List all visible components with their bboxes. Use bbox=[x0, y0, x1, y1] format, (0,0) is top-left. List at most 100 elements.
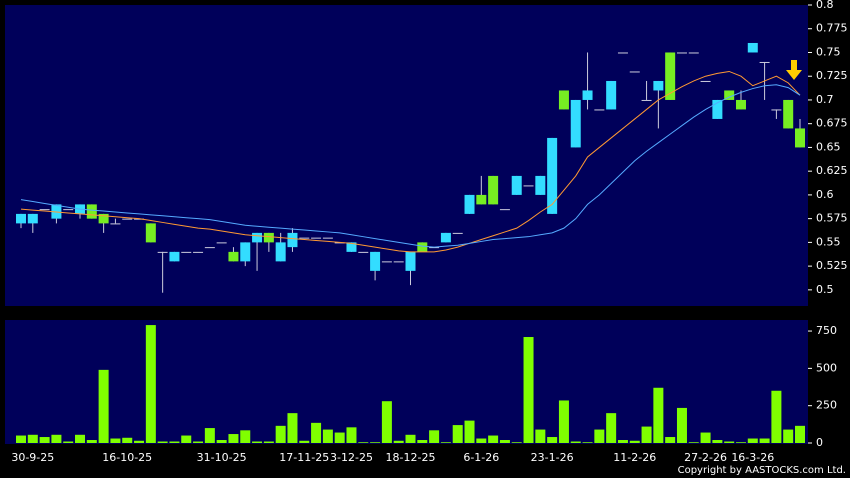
candle-body bbox=[724, 90, 735, 100]
candle-body bbox=[712, 99, 723, 119]
volume-bar bbox=[122, 437, 133, 443]
candle-body bbox=[122, 218, 133, 220]
volume-bar bbox=[523, 337, 534, 443]
candle-body bbox=[665, 52, 676, 100]
volume-bar bbox=[795, 425, 805, 443]
candle-body bbox=[169, 251, 180, 262]
volume-bar bbox=[275, 425, 286, 443]
candle-body bbox=[499, 209, 510, 211]
candle-body bbox=[86, 204, 97, 219]
candle-body bbox=[688, 52, 699, 54]
x-tick-label: 6-1-26 bbox=[463, 451, 499, 464]
volume-bar bbox=[181, 435, 192, 443]
volume-bar bbox=[86, 440, 97, 443]
arrow-icon bbox=[786, 60, 802, 80]
volume-bar bbox=[240, 430, 251, 443]
volume-bar bbox=[747, 438, 758, 443]
volume-bar bbox=[39, 437, 50, 443]
candle-body bbox=[558, 90, 569, 110]
volume-bar bbox=[370, 442, 381, 443]
moving-average-line bbox=[20, 70, 801, 253]
volume-bar bbox=[287, 413, 298, 443]
volume-bar bbox=[358, 442, 369, 443]
candle-body bbox=[700, 80, 711, 82]
candle-body bbox=[393, 261, 404, 263]
candle-body bbox=[570, 99, 581, 148]
x-tick-label: 16-10-25 bbox=[102, 451, 152, 464]
candle-body bbox=[204, 247, 215, 249]
volume-bar bbox=[216, 440, 227, 443]
candle-body bbox=[287, 232, 298, 248]
candle-body bbox=[771, 109, 782, 111]
candle-body bbox=[535, 175, 546, 195]
volume-bar bbox=[322, 429, 333, 443]
candle-body bbox=[440, 232, 451, 243]
volume-bar bbox=[771, 390, 782, 443]
candle-body bbox=[193, 251, 204, 253]
volume-bar bbox=[558, 400, 569, 443]
volume-bar bbox=[429, 430, 440, 443]
candle-body bbox=[653, 80, 664, 91]
volume-bar bbox=[759, 438, 770, 443]
y-tick-label: 0.75 bbox=[816, 45, 841, 58]
volume-bar bbox=[263, 441, 274, 443]
candle-body bbox=[676, 52, 687, 54]
y-tick-label: 0 bbox=[816, 436, 823, 449]
candle-body bbox=[417, 242, 428, 252]
x-tick-label: 18-12-25 bbox=[386, 451, 436, 464]
candle-body bbox=[98, 213, 109, 224]
candle-body bbox=[511, 175, 522, 195]
candle-body bbox=[759, 61, 770, 63]
candle-body bbox=[311, 237, 322, 239]
y-tick-label: 0.725 bbox=[816, 69, 848, 82]
candle-body bbox=[405, 251, 416, 271]
candle-body bbox=[358, 251, 369, 253]
x-tick-label: 3-12-25 bbox=[330, 451, 373, 464]
volume-bar bbox=[488, 435, 499, 443]
volume-panel bbox=[5, 320, 808, 444]
candle-body bbox=[747, 42, 758, 53]
volume-bar bbox=[204, 428, 215, 443]
x-tick-label: 17-11-25 bbox=[279, 451, 329, 464]
candle-body bbox=[464, 194, 475, 214]
volume-bar bbox=[252, 441, 263, 443]
volume-bar bbox=[145, 325, 156, 443]
volume-bar bbox=[98, 369, 109, 443]
volume-bar bbox=[629, 440, 640, 443]
volume-bar bbox=[134, 440, 145, 443]
candle-body bbox=[582, 90, 593, 100]
x-tick-label: 16-3-26 bbox=[731, 451, 774, 464]
candle-body bbox=[216, 242, 227, 244]
volume-bar bbox=[440, 442, 451, 443]
volume-bar bbox=[169, 441, 180, 443]
volume-bar bbox=[676, 407, 687, 443]
volume-bar bbox=[535, 429, 546, 443]
y-tick-label: 750 bbox=[816, 324, 837, 337]
volume-bar bbox=[193, 441, 204, 443]
candle-body bbox=[783, 99, 794, 129]
volume-bar bbox=[228, 434, 239, 443]
volume-bar bbox=[16, 435, 26, 443]
candle-body bbox=[63, 209, 74, 211]
candle-body bbox=[240, 242, 251, 262]
y-tick-label: 0.7 bbox=[816, 93, 834, 106]
candle-body bbox=[523, 185, 534, 187]
volume-bar bbox=[641, 426, 652, 443]
y-tick-label: 0.525 bbox=[816, 259, 848, 272]
y-tick-label: 500 bbox=[816, 361, 837, 374]
x-tick-label: 11-2-26 bbox=[613, 451, 656, 464]
y-tick-label: 0.8 bbox=[816, 0, 834, 11]
volume-bar bbox=[311, 422, 322, 443]
y-tick-label: 0.55 bbox=[816, 235, 841, 248]
volume-bar bbox=[547, 437, 558, 443]
volume-bar bbox=[452, 425, 463, 443]
x-tick-label: 30-9-25 bbox=[11, 451, 54, 464]
y-tick-label: 0.5 bbox=[816, 283, 834, 296]
volume-bar bbox=[606, 413, 617, 443]
candle-body bbox=[39, 209, 50, 211]
volume-bar bbox=[712, 440, 723, 443]
volume-bar bbox=[334, 432, 345, 443]
volume-bar bbox=[63, 441, 74, 443]
candle-body bbox=[27, 213, 38, 224]
